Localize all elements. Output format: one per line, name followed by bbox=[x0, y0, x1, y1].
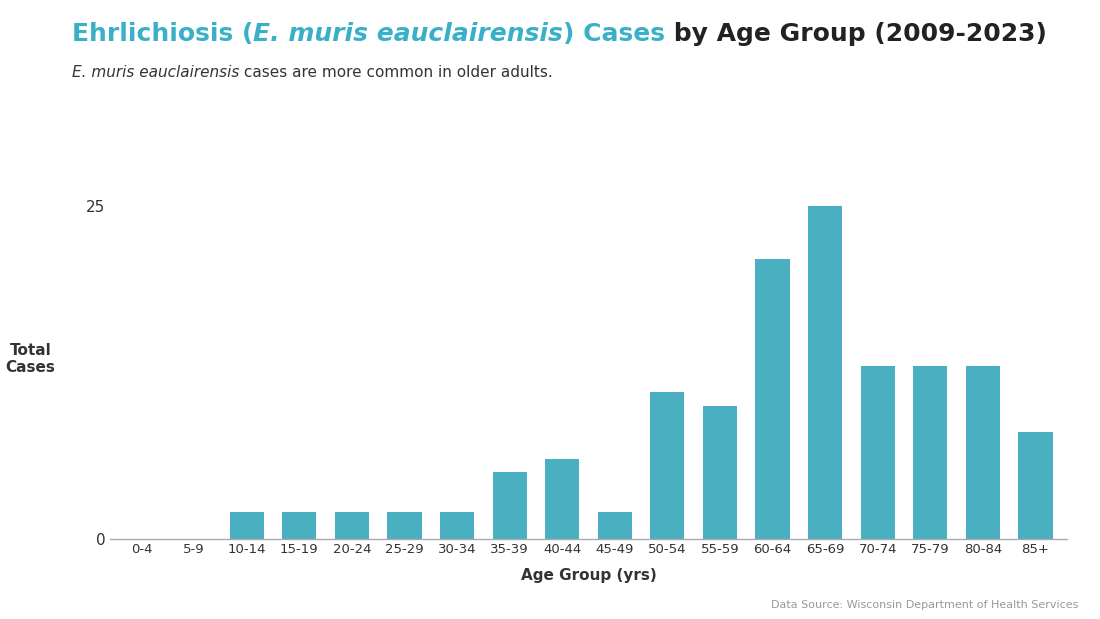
Bar bbox=[546, 459, 580, 539]
Bar bbox=[230, 512, 264, 539]
Bar bbox=[493, 472, 527, 539]
Bar bbox=[650, 392, 684, 539]
Bar bbox=[283, 512, 317, 539]
Bar bbox=[860, 366, 894, 539]
Bar bbox=[597, 512, 631, 539]
X-axis label: Age Group (yrs): Age Group (yrs) bbox=[520, 568, 657, 582]
Text: by Age Group (2009-2023): by Age Group (2009-2023) bbox=[664, 22, 1046, 46]
Text: ) Cases: ) Cases bbox=[563, 22, 664, 46]
Bar bbox=[1019, 432, 1053, 539]
Bar bbox=[808, 206, 843, 539]
Text: E. muris eauclairensis: E. muris eauclairensis bbox=[72, 65, 239, 80]
Y-axis label: Total
Cases: Total Cases bbox=[6, 343, 55, 375]
Bar bbox=[387, 512, 421, 539]
Text: Ehrlichiosis (: Ehrlichiosis ( bbox=[72, 22, 253, 46]
Bar bbox=[966, 366, 1000, 539]
Text: cases are more common in older adults.: cases are more common in older adults. bbox=[239, 65, 552, 80]
Bar bbox=[703, 405, 737, 539]
Bar bbox=[334, 512, 368, 539]
Bar bbox=[440, 512, 474, 539]
Bar bbox=[756, 259, 790, 539]
Bar bbox=[913, 366, 947, 539]
Text: E. muris eauclairensis: E. muris eauclairensis bbox=[253, 22, 563, 46]
Text: Data Source: Wisconsin Department of Health Services: Data Source: Wisconsin Department of Hea… bbox=[771, 600, 1078, 610]
